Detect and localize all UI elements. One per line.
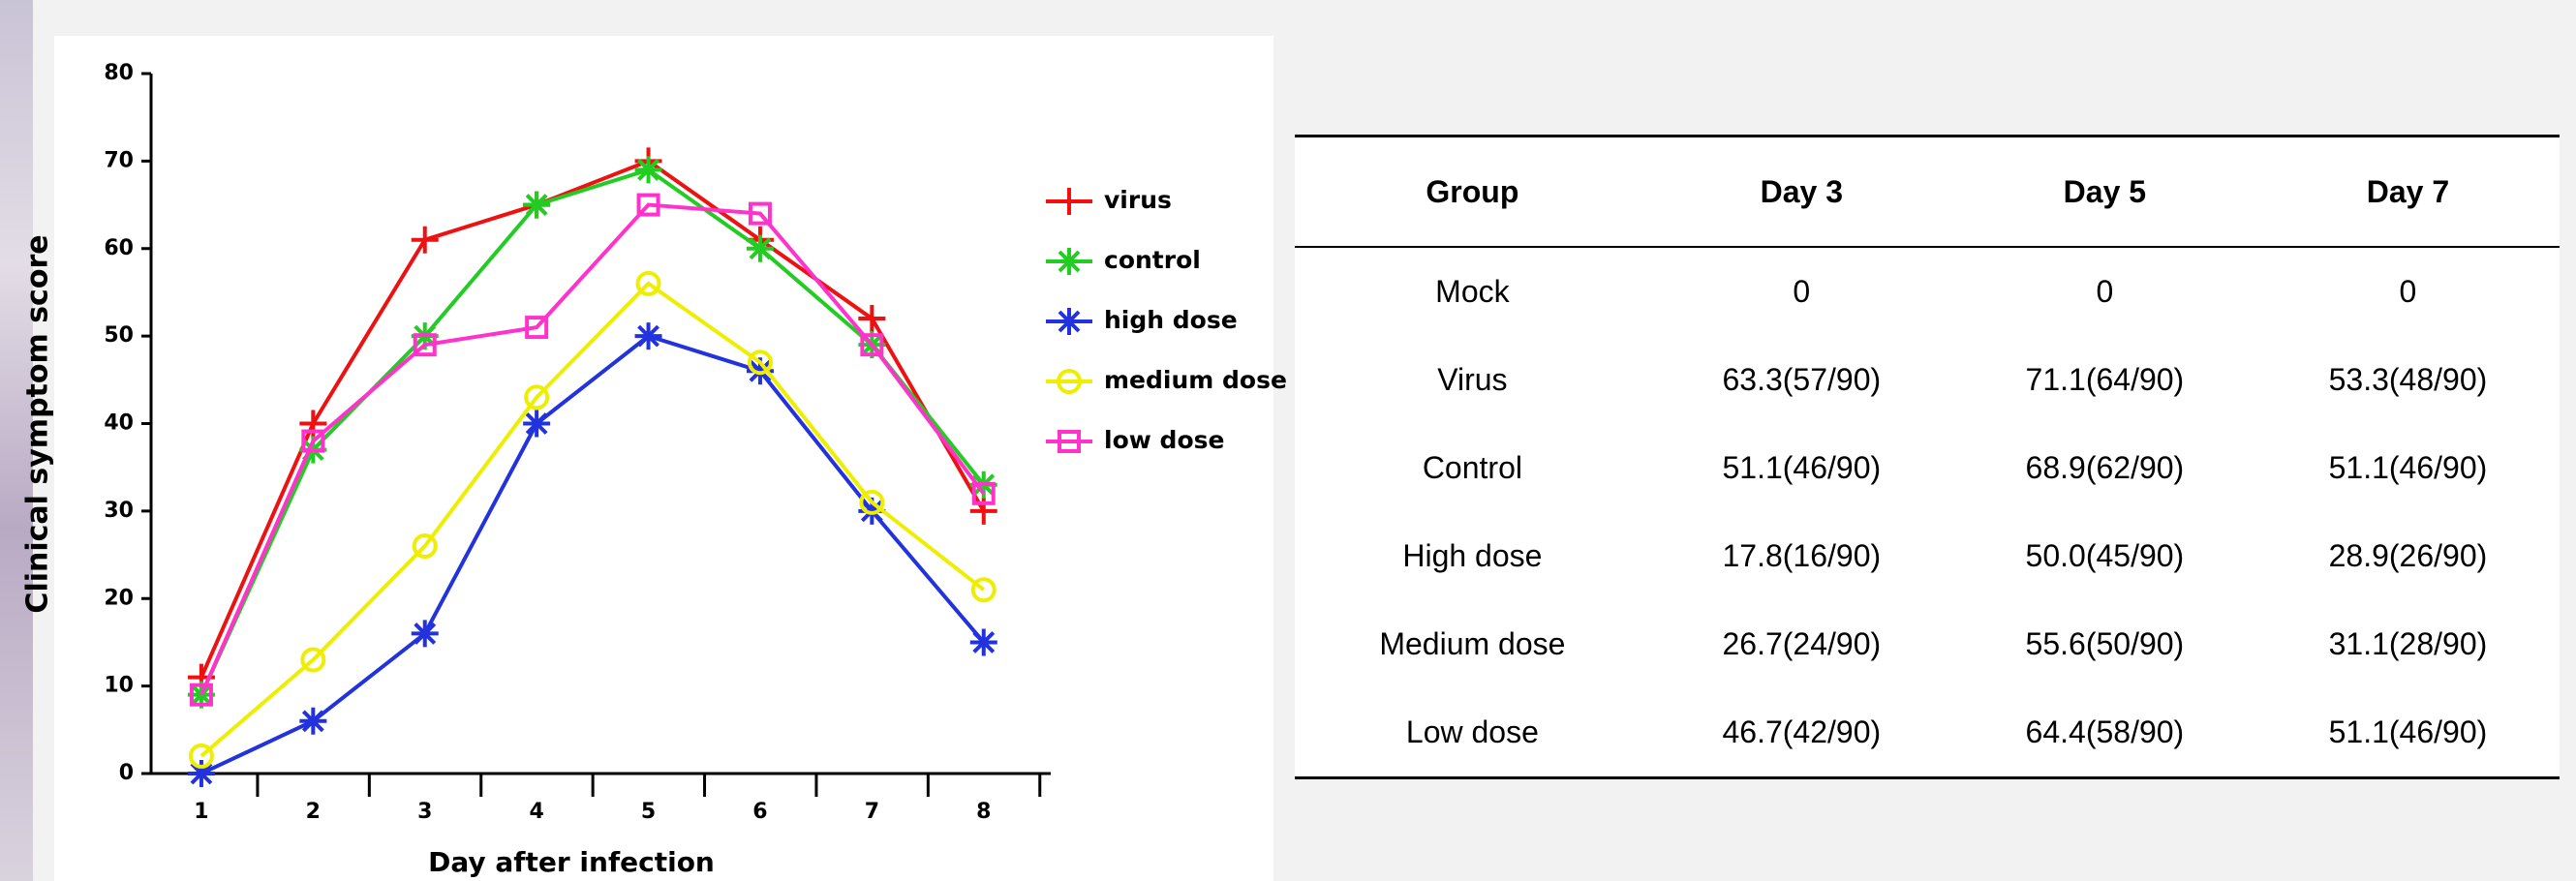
point (973, 579, 995, 600)
y-tick-label: 40 (104, 411, 134, 436)
legend-label: control (1104, 246, 1201, 274)
table-cell: 26.7(24/90) (1650, 600, 1953, 688)
x-axis-label: Day after infection (428, 846, 715, 878)
table-cell: Medium dose (1295, 600, 1650, 688)
y-tick-label: 80 (104, 61, 134, 85)
table-cell: 51.1(46/90) (2256, 424, 2560, 512)
legend-marker (1056, 308, 1083, 335)
table-header: Group (1295, 137, 1650, 248)
table-cell: Control (1295, 424, 1650, 512)
table-cell: 50.0(45/90) (1953, 512, 2256, 600)
point (412, 620, 439, 647)
legend-label: virus (1104, 186, 1172, 214)
legend-label: medium dose (1104, 366, 1287, 394)
point (635, 156, 662, 183)
table-header: Day 3 (1650, 137, 1953, 248)
legend-marker (1056, 248, 1083, 275)
x-tick-label: 7 (865, 800, 879, 824)
legend-label: low dose (1104, 426, 1224, 454)
y-tick-label: 70 (104, 148, 134, 172)
table-cell: 0 (2256, 247, 2560, 336)
table-cell: 53.3(48/90) (2256, 336, 2560, 424)
table-header: Day 5 (1953, 137, 2256, 248)
table-cell: Mock (1295, 247, 1650, 336)
table-cell: 17.8(16/90) (1650, 512, 1953, 600)
table-header: Day 7 (2256, 137, 2560, 248)
table-cell: 46.7(42/90) (1650, 688, 1953, 778)
point (747, 235, 774, 262)
y-tick-label: 30 (104, 499, 134, 523)
table-cell: 55.6(50/90) (1953, 600, 2256, 688)
y-tick-label: 60 (104, 236, 134, 260)
table-cell: 71.1(64/90) (1953, 336, 2256, 424)
x-tick-label: 4 (529, 800, 543, 824)
x-tick-label: 5 (641, 800, 656, 824)
table-cell: Virus (1295, 336, 1650, 424)
x-tick-label: 2 (306, 800, 321, 824)
table-cell: High dose (1295, 512, 1650, 600)
line (201, 161, 984, 677)
y-tick-label: 0 (119, 761, 134, 785)
table-cell: 31.1(28/90) (2256, 600, 2560, 688)
legend-label: high dose (1104, 306, 1238, 334)
point (635, 322, 662, 349)
table-cell: 51.1(46/90) (1650, 424, 1953, 512)
y-axis-label: Clinical symptom score (21, 234, 55, 613)
point (412, 227, 439, 254)
table-cell: 68.9(62/90) (1953, 424, 2256, 512)
point (970, 628, 997, 655)
point (858, 305, 885, 332)
x-tick-label: 8 (976, 800, 991, 824)
x-tick-label: 6 (752, 800, 767, 824)
table-cell: 28.9(26/90) (2256, 512, 2560, 600)
table-cell: 64.4(58/90) (1953, 688, 2256, 778)
y-tick-label: 20 (104, 586, 134, 610)
y-tick-label: 50 (104, 323, 134, 348)
table-cell: Low dose (1295, 688, 1650, 778)
page: {"chart_data": {"type": "line", "y_label… (0, 0, 2576, 881)
table-cell: 0 (1650, 247, 1953, 336)
table-cell: 63.3(57/90) (1650, 336, 1953, 424)
point (299, 708, 326, 735)
y-tick-label: 10 (104, 674, 134, 698)
table-cell: 51.1(46/90) (2256, 688, 2560, 778)
table-cell: 0 (1953, 247, 2256, 336)
x-tick-label: 3 (417, 800, 432, 824)
point (523, 192, 550, 219)
legend-marker (1056, 188, 1083, 215)
point (523, 410, 550, 438)
x-tick-label: 1 (194, 800, 208, 824)
line (201, 336, 984, 774)
